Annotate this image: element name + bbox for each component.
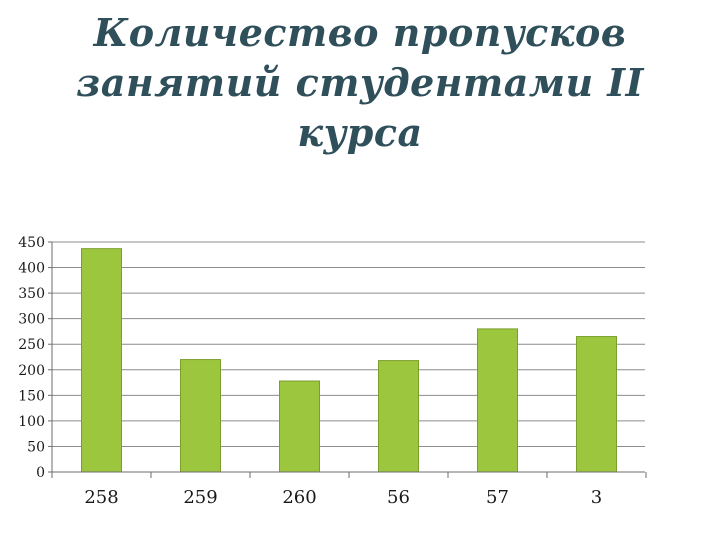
bar: [576, 336, 617, 473]
bars: [81, 248, 617, 473]
bar: [378, 360, 419, 473]
grid-lines: [52, 241, 645, 447]
x-tick-label: 3: [591, 487, 602, 508]
bar: [180, 359, 221, 473]
x-tick-label: 260: [282, 487, 316, 508]
axes: [48, 241, 647, 478]
y-tick-label: 300: [18, 312, 45, 328]
y-tick-label: 0: [36, 465, 45, 481]
x-tick-label: 259: [183, 487, 217, 508]
y-tick-label: 150: [18, 388, 45, 404]
chart-title-line-3: курса: [297, 110, 423, 155]
y-tick-label: 400: [18, 261, 45, 277]
chart-title-line-1: Количество пропусков: [93, 10, 627, 55]
y-tick-label: 100: [18, 414, 45, 430]
y-tick-label: 350: [18, 286, 45, 302]
y-tick-labels: 0 50 100 150 200 250 300 350 400 450: [18, 235, 45, 481]
chart-title: Количество пропусков занятий студентами …: [60, 8, 660, 158]
x-tick-label: 258: [84, 487, 118, 508]
chart-title-line-2: занятий студентами II: [76, 60, 644, 105]
y-tick-label: 50: [27, 439, 45, 455]
x-tick-label: 56: [387, 487, 410, 508]
y-tick-label: 450: [18, 235, 45, 251]
bar: [279, 380, 320, 473]
bar: [477, 328, 518, 473]
x-tick-labels: 258 259 260 56 57 3: [84, 487, 602, 508]
bar: [81, 248, 122, 473]
y-tick-label: 250: [18, 337, 45, 353]
y-tick-label: 200: [18, 363, 45, 379]
x-tick-label: 57: [486, 487, 509, 508]
